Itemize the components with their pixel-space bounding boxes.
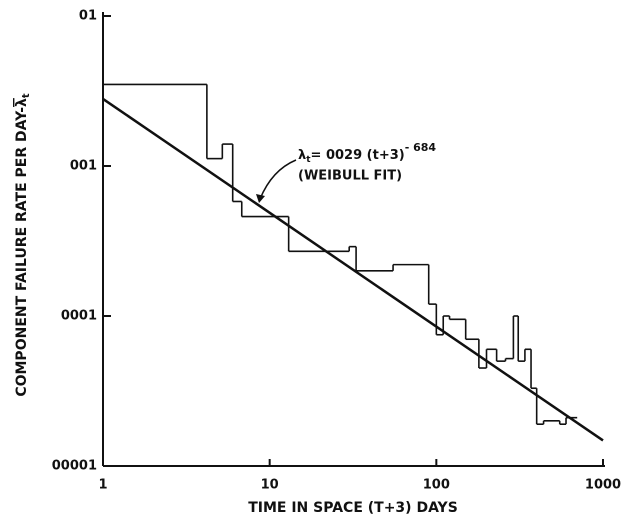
x-tick-label: 1000 — [585, 478, 621, 493]
x-tick-label: 100 — [423, 478, 450, 493]
y-tick-label: 0001 — [61, 309, 97, 324]
y-axis-label-symbol: λ — [14, 98, 30, 107]
x-tick-label: 10 — [261, 478, 279, 493]
fit-line — [102, 97, 604, 442]
annotation-arrow — [259, 159, 297, 200]
y-tick-label: 01 — [79, 9, 97, 24]
x-axis-label: TIME IN SPACE (T+3) DAYS — [248, 500, 458, 516]
y-tick-label: 001 — [70, 159, 97, 174]
annotation-exponent: - 684 — [405, 141, 437, 154]
y-axis-label-sub: t — [21, 93, 32, 98]
annotation-sub: t — [306, 155, 311, 165]
annotation-formula: = 0029 (t+3) — [311, 148, 405, 163]
y-axis-label-text: COMPONENT FAILURE RATE PER DAY- — [14, 107, 30, 397]
arrow-head — [256, 194, 265, 203]
annotation: λt= 0029 (t+3)- 684 — [298, 141, 436, 165]
y-tick-label: 00001 — [52, 459, 97, 474]
annotation-note: (WEIBULL FIT) — [298, 169, 402, 184]
x-tick-label: 1 — [98, 478, 107, 493]
y-axis-label: COMPONENT FAILURE RATE PER DAY-λt — [14, 93, 32, 397]
annotation-symbol: λ — [298, 148, 306, 163]
